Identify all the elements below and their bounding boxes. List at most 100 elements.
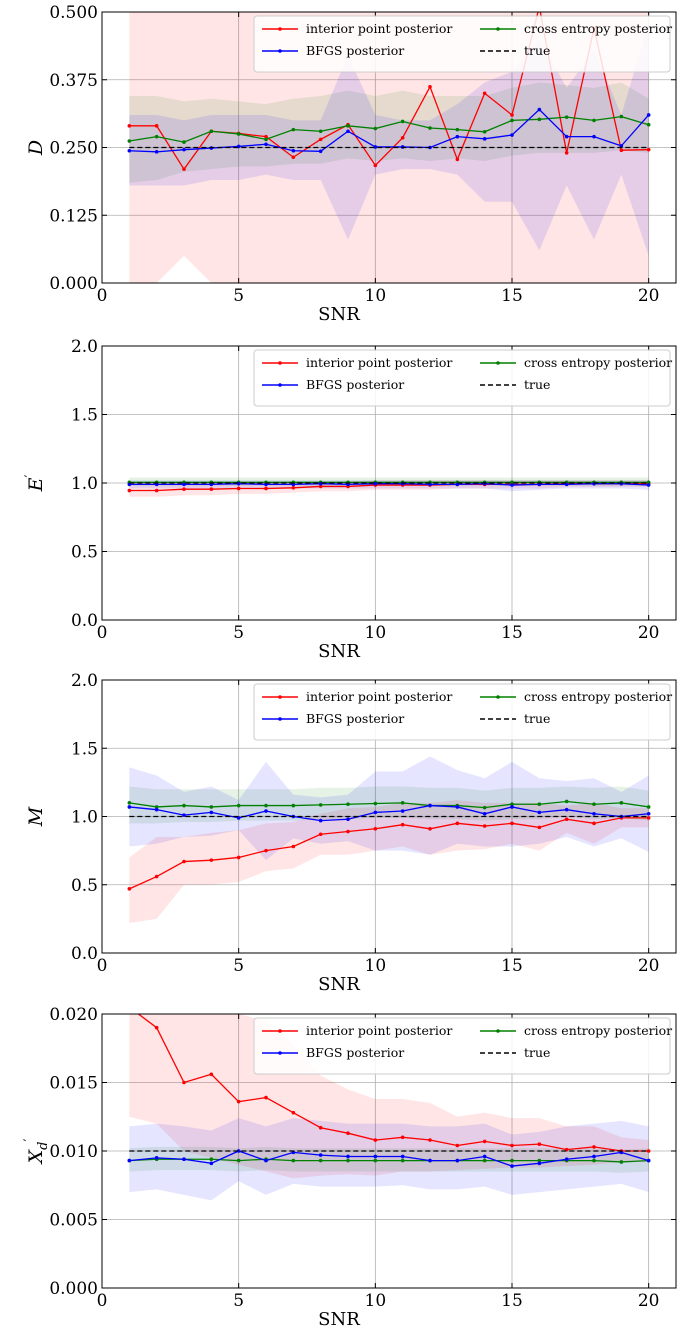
data-point-cross-entropy-posterior [346,124,350,128]
data-point-interior-point-posterior [291,1110,296,1115]
series-line-interior-point-posterior [137,1014,649,1152]
data-point-interior-point-posterior [455,821,460,826]
data-point-BFGS-posterior [318,149,323,154]
y-tick-label: 0.5 [71,543,98,563]
data-point-interior-point-posterior [646,1149,651,1153]
data-point-interior-point-posterior [291,485,296,490]
data-point-BFGS-posterior [373,481,378,486]
data-point-cross-entropy-posterior [209,129,214,134]
data-point-interior-point-posterior [564,817,569,822]
data-point-interior-point-posterior [291,844,296,849]
legend-entry-label: cross entropy posterior [524,21,672,36]
data-point-BFGS-posterior [318,818,323,823]
data-point-interior-point-posterior [318,1125,323,1130]
legend-entry-label: interior point posterior [306,1023,452,1038]
legend-entry-label: true [524,43,550,58]
data-point-interior-point-posterior [428,826,432,831]
series-line-cross-entropy-posterior [129,800,649,809]
data-point-interior-point-posterior [592,1145,596,1149]
data-point-BFGS-posterior [455,1158,460,1163]
y-tick-label: 0.0 [71,611,98,631]
legend-marker [278,1051,282,1055]
x-tick-label: 5 [233,1291,244,1311]
data-point-cross-entropy-posterior [537,117,542,122]
legend-marker [496,27,500,31]
band-BFGS-posterior [129,756,649,861]
plot-area [127,12,651,283]
legend-marker [278,49,282,53]
data-point-interior-point-posterior [373,163,378,168]
data-point-cross-entropy-posterior [619,114,624,119]
data-point-BFGS-posterior [318,1153,323,1157]
data-point-BFGS-posterior [182,147,186,152]
chart-panel-0: 0 5 10 15 20 0.000 0.125 0.250 0.375 0.500 SNR Dint… [25,3,677,325]
band-BFGS-posterior [129,1118,649,1201]
x-tick-label: 0 [97,1291,108,1311]
data-point-interior-point-posterior [209,487,214,491]
x-tick-label: 15 [501,956,523,976]
y-tick-label: 2.0 [71,337,98,357]
data-point-BFGS-posterior [646,811,651,816]
data-point-BFGS-posterior [592,1154,596,1159]
legend-entry-label: BFGS posterior [306,43,404,58]
data-point-cross-entropy-posterior [592,802,596,807]
x-tick-label: 15 [501,286,523,306]
series-line-BFGS-posterior [129,804,649,822]
data-point-interior-point-posterior [209,1072,214,1077]
data-point-cross-entropy-posterior [209,805,214,809]
data-point-BFGS-posterior [510,1164,514,1168]
legend-entry-label: cross entropy posterior [524,1023,672,1038]
data-point-cross-entropy-posterior [209,1157,214,1162]
y-tick-label: 0.000 [49,1279,98,1299]
data-point-interior-point-posterior [510,113,514,117]
data-point-BFGS-posterior [127,148,132,153]
data-point-interior-point-posterior [646,147,651,152]
data-point-cross-entropy-posterior [127,801,132,805]
y-tick-label: 0.015 [49,1074,98,1094]
data-point-cross-entropy-posterior [592,1158,596,1163]
legend-entry-label: cross entropy posterior [524,355,672,370]
x-axis-label: SNR [318,974,360,995]
x-tick-label: 20 [638,286,660,306]
data-point-cross-entropy-posterior [373,126,378,131]
chart-panel-1: 0 5 10 15 20 0.0 0.5 1.0 1.5 2.0 SNR E′ interior poi… [23,337,677,662]
data-point-cross-entropy-posterior [564,799,569,804]
data-point-BFGS-posterior [646,483,651,487]
data-point-interior-point-posterior [400,1135,405,1140]
series-line-cross-entropy-posterior [129,115,649,143]
y-tick-label: 0.005 [49,1211,98,1231]
data-point-interior-point-posterior [127,488,132,493]
legend-marker [496,695,500,699]
legend-marker [278,361,282,365]
data-point-interior-point-posterior [264,134,268,139]
data-point-BFGS-posterior [182,482,186,487]
y-tick-label: 2.0 [71,671,98,691]
data-point-cross-entropy-posterior [482,129,487,134]
y-tick-label: 0.000 [49,274,98,294]
data-point-interior-point-posterior [373,1138,378,1142]
data-point-interior-point-posterior [428,1138,432,1142]
data-point-interior-point-posterior [537,1142,542,1146]
data-point-BFGS-posterior [400,1154,405,1159]
data-point-cross-entropy-posterior [154,805,159,809]
x-tick-label: 20 [638,956,660,976]
legend-entry-label: interior point posterior [306,21,452,36]
data-point-interior-point-posterior [482,1139,487,1144]
y-tick-label: 0.5 [71,876,98,896]
y-axis-label: Xd′ [22,1139,51,1166]
data-point-cross-entropy-posterior [127,139,132,143]
data-point-BFGS-posterior [455,805,460,809]
data-point-BFGS-posterior [482,811,487,816]
data-point-cross-entropy-posterior [318,129,323,134]
data-point-interior-point-posterior [264,486,268,491]
x-tick-label: 20 [638,1291,660,1311]
data-point-cross-entropy-posterior [510,1158,514,1163]
data-point-BFGS-posterior [127,1158,132,1163]
data-point-cross-entropy-posterior [291,1158,296,1163]
data-point-BFGS-posterior [564,134,569,139]
data-point-interior-point-posterior [182,167,186,171]
data-point-interior-point-posterior [537,825,542,830]
data-point-interior-point-posterior [236,1099,241,1104]
band-cross-entropy-posterior [129,786,649,824]
data-point-BFGS-posterior [236,1149,241,1153]
